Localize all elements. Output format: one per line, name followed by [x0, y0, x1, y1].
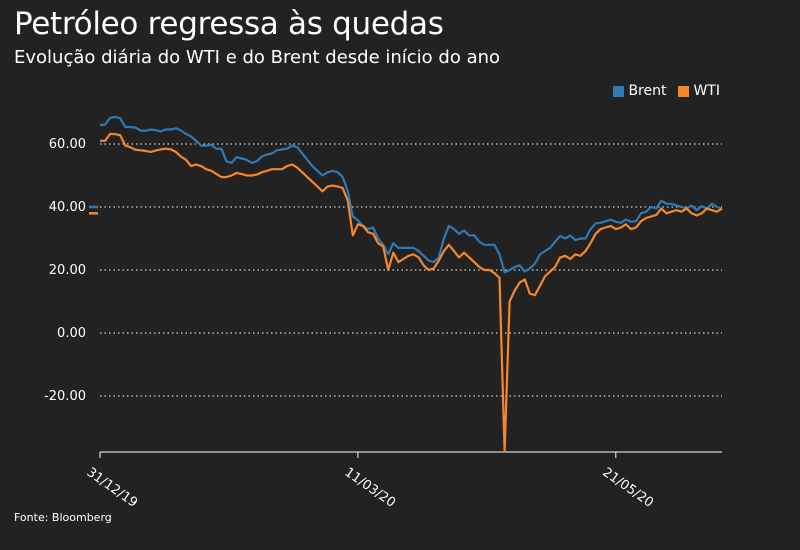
- legend-label-wti: WTI: [693, 83, 720, 99]
- legend: Brent WTI: [613, 83, 720, 99]
- x-tick-label: 31/12/19: [84, 465, 140, 511]
- chart-subtitle: Evolução diária do WTI e do Brent desde …: [14, 47, 501, 68]
- y-tick-label: 40.00: [49, 200, 86, 215]
- legend-item-brent[interactable]: Brent: [613, 83, 666, 99]
- source-note: Fonte: Bloomberg: [14, 511, 112, 524]
- y-tick-label: 20.00: [49, 263, 86, 278]
- chart-title: Petróleo regressa às quedas: [14, 6, 444, 42]
- x-tick-label: 21/05/20: [600, 465, 656, 511]
- x-tick-label: 11/03/20: [342, 465, 398, 511]
- series-line-brent: [99, 115, 723, 274]
- series-line-wti: [100, 132, 723, 453]
- y-tick-label: 0.00: [57, 326, 86, 341]
- legend-swatch-brent: [613, 85, 625, 97]
- legend-swatch-wti: [678, 85, 690, 97]
- y-tick-label: 60.00: [49, 137, 86, 152]
- legend-label-brent: Brent: [628, 83, 667, 99]
- y-tick-label: -20.00: [44, 389, 86, 404]
- legend-item-wti[interactable]: WTI: [678, 83, 720, 99]
